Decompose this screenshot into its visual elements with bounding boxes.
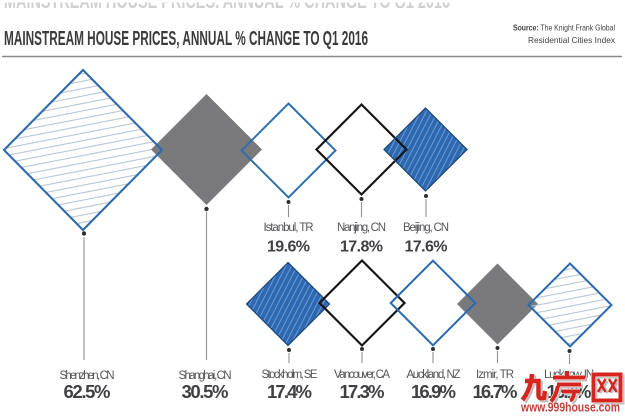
svg-text:17.6%: 17.6% xyxy=(405,239,448,256)
svg-text:Source: The Knight Frank Globa: Source: The Knight Frank Global xyxy=(513,23,615,33)
svg-text:30.5%: 30.5% xyxy=(182,381,229,402)
svg-text:Residential Cities Index: Residential Cities Index xyxy=(528,35,616,45)
svg-text:Stockholm, SE: Stockholm, SE xyxy=(262,369,318,381)
svg-text:Izmir, TR: Izmir, TR xyxy=(476,369,514,381)
svg-text:16.7%: 16.7% xyxy=(473,381,518,402)
svg-text:Shenzhen, CN: Shenzhen, CN xyxy=(60,370,115,382)
svg-text:17.8%: 17.8% xyxy=(340,239,383,256)
svg-text:www.999house.com: www.999house.com xyxy=(520,401,620,415)
svg-text:Shanghai, CN: Shanghai, CN xyxy=(179,370,232,382)
svg-text:16.9%: 16.9% xyxy=(411,381,456,402)
svg-text:Istanbul, TR: Istanbul, TR xyxy=(264,222,314,234)
svg-text:Vancouver, CA: Vancouver, CA xyxy=(334,369,390,381)
svg-text:Nanjing, CN: Nanjing, CN xyxy=(337,222,386,234)
svg-text:17.4%: 17.4% xyxy=(267,381,312,402)
svg-text:17.3%: 17.3% xyxy=(340,381,385,402)
svg-text:19.6%: 19.6% xyxy=(267,239,310,256)
svg-text:Beijing, CN: Beijing, CN xyxy=(403,222,449,234)
svg-text:MAINSTREAM HOUSE PRICES, ANNUA: MAINSTREAM HOUSE PRICES, ANNUAL % CHANGE… xyxy=(4,27,368,50)
svg-text:Auckland, NZ: Auckland, NZ xyxy=(407,369,461,381)
svg-text:62.5%: 62.5% xyxy=(64,381,111,402)
